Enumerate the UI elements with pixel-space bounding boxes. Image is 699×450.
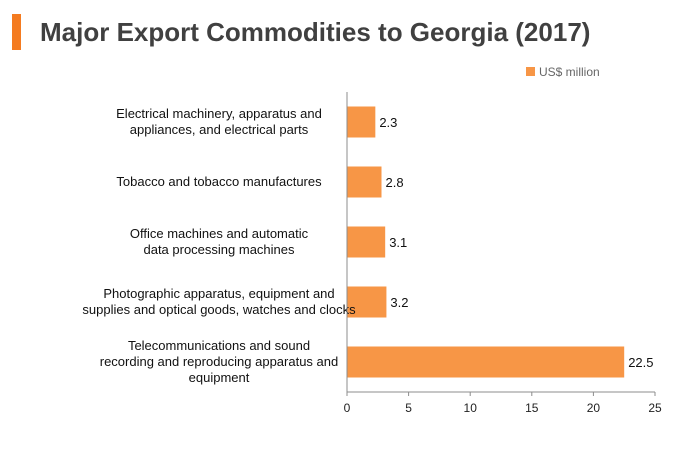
bar [347,166,382,198]
x-tick-label: 10 [464,401,478,415]
category-label: Office machines and automatic data proces… [130,226,309,257]
title-accent-bar [12,14,21,50]
category-label: Tobacco and tobacco manufactures [116,174,322,189]
category-label-line: supplies and optical goods, watches and … [82,302,356,317]
category-label-line: Telecommunications and sound [128,338,310,353]
bar [347,226,386,258]
x-tick-label: 15 [525,401,539,415]
x-tick-label: 25 [648,401,662,415]
category-label-line: Tobacco and tobacco manufactures [116,174,322,189]
category-label-line: Electrical machinery, apparatus and [116,106,322,121]
category-label: Telecommunications and sound recording an… [100,338,339,385]
x-tick-label: 5 [405,401,412,415]
data-label: 3.1 [389,235,407,250]
category-label: Electrical machinery, apparatus and appli… [116,106,322,137]
page-title: Major Export Commodities to Georgia (201… [40,17,591,47]
data-label: 2.8 [385,175,403,190]
legend-label: US$ million [539,65,600,79]
bar [347,286,387,318]
category-label-line: equipment [189,370,250,385]
category-label: Photographic apparatus, equipment and sup… [82,286,356,317]
bar [347,346,625,378]
legend-swatch [526,67,535,76]
data-label: 3.2 [390,295,408,310]
category-label-line: Office machines and automatic [130,226,309,241]
bar [347,106,376,138]
category-label-line: recording and reproducing apparatus and [100,354,339,369]
category-label-line: Photographic apparatus, equipment and [103,286,334,301]
data-label: 2.3 [379,115,397,130]
x-tick-label: 0 [344,401,351,415]
data-label: 22.5 [628,355,653,370]
x-tick-label: 20 [587,401,601,415]
category-label-line: data processing machines [143,242,295,257]
category-label-line: appliances, and electrical parts [130,122,309,137]
